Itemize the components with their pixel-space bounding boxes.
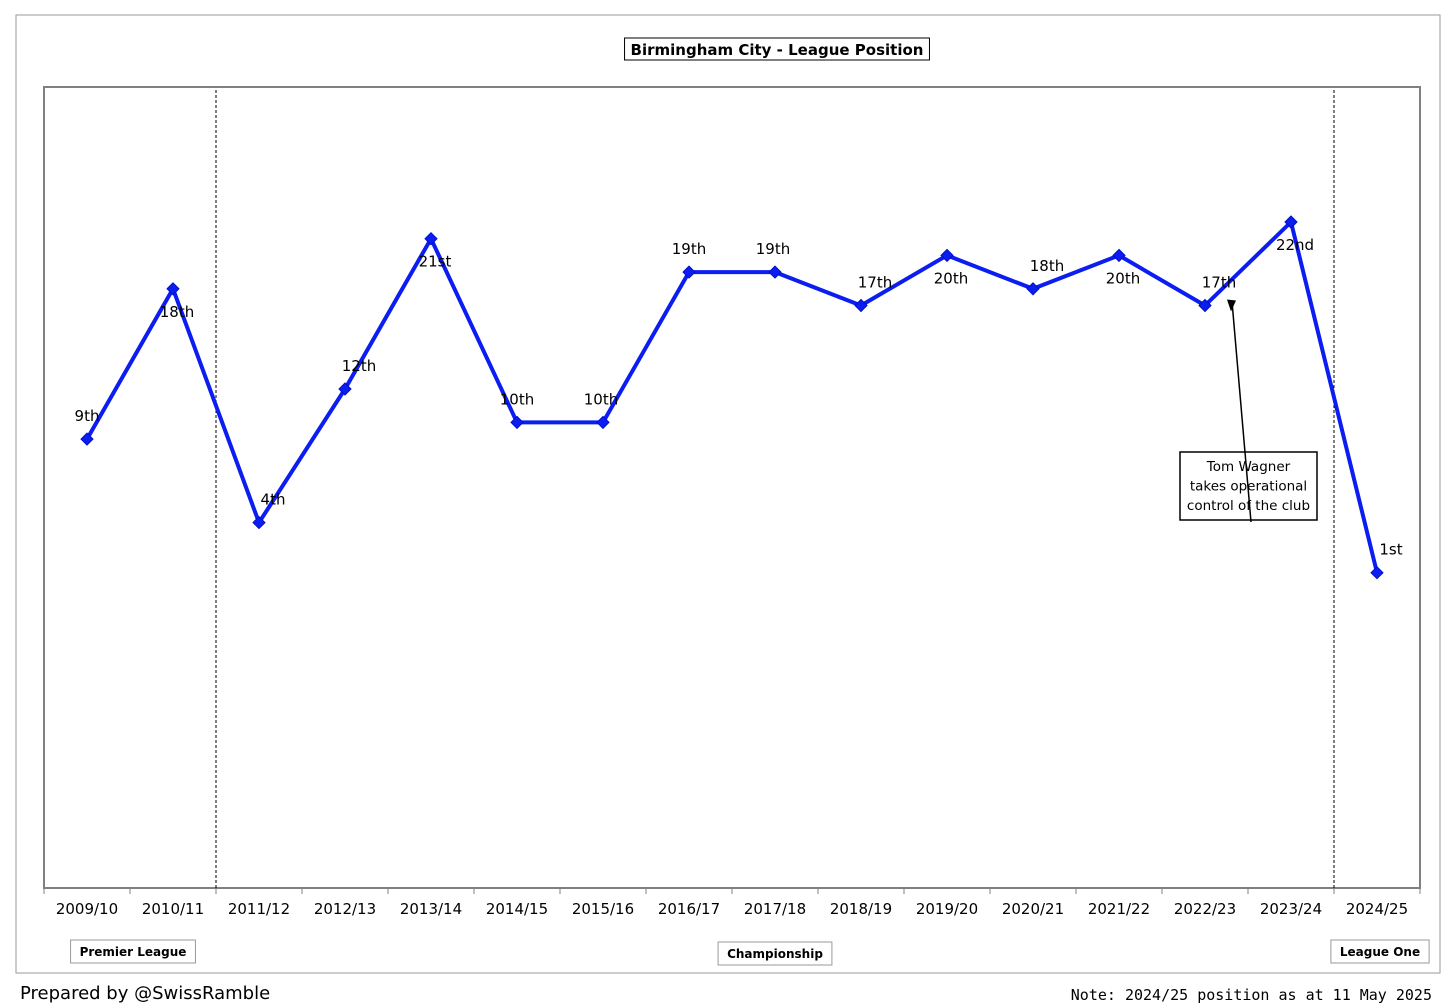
x-tick-label: 2019/20 <box>916 900 978 918</box>
data-point-marker <box>338 382 352 396</box>
data-point-marker <box>596 415 610 430</box>
x-tick-label: 2023/24 <box>1260 900 1322 918</box>
data-label: 12th <box>342 357 376 375</box>
data-label: 17th <box>858 274 892 292</box>
data-point-marker <box>1112 248 1126 263</box>
footer-note: Note: 2024/25 position as at 11 May 2025 <box>1070 986 1432 1004</box>
series-line-path <box>85 220 1379 574</box>
annotation-text-line: Tom Wagner <box>1206 459 1291 475</box>
x-tick-label: 2012/13 <box>314 900 376 918</box>
data-point-marker <box>1284 215 1298 229</box>
x-tick-label: 2021/22 <box>1088 900 1150 918</box>
data-label: 1st <box>1379 541 1402 559</box>
division-label-box <box>717 941 833 966</box>
x-tick-label: 2010/11 <box>142 900 204 918</box>
data-point-marker <box>1198 298 1212 313</box>
data-point-marker <box>940 248 954 263</box>
data-point-marker <box>510 415 524 430</box>
division-label: League One <box>1340 945 1420 959</box>
data-label: 20th <box>934 269 968 287</box>
chart-title-group: Birmingham City - League Position <box>624 37 930 61</box>
data-label: 9th <box>75 407 100 425</box>
series-line <box>80 215 1384 580</box>
data-point-marker <box>252 515 266 530</box>
annotation-arrow-line <box>1231 301 1252 523</box>
data-point-marker <box>424 231 438 246</box>
division-labels: Premier League Championship League One <box>70 939 1430 966</box>
x-tick-label: 2022/23 <box>1174 900 1236 918</box>
division-label: Premier League <box>80 945 187 959</box>
annotation-text-line: control of the club <box>1187 498 1310 514</box>
data-label: 18th <box>160 303 194 321</box>
x-tick-label: 2015/16 <box>572 900 634 918</box>
x-tick-label: 2014/15 <box>486 900 548 918</box>
division-boundaries <box>215 89 1335 888</box>
x-tick-label: 2013/14 <box>400 900 462 918</box>
annotation-arrow-head <box>1227 299 1236 312</box>
division-label-group: League One <box>1330 939 1430 964</box>
data-label: 19th <box>672 240 706 258</box>
division-label-box <box>1330 939 1430 964</box>
data-point-marker <box>768 265 782 279</box>
division-label-box <box>70 939 196 964</box>
division-label-group: Championship <box>717 941 833 966</box>
data-label: 18th <box>1030 257 1064 275</box>
chart-title: Birmingham City - League Position <box>631 41 924 59</box>
data-point-marker <box>854 298 868 313</box>
data-point-marker <box>1026 282 1040 296</box>
data-label: 10th <box>500 390 534 408</box>
data-label: 4th <box>261 491 286 509</box>
x-tick-label: 2017/18 <box>744 900 806 918</box>
footer-credit: Prepared by @SwissRamble <box>20 983 271 1004</box>
x-tick-label: 2009/10 <box>56 900 118 918</box>
data-label: 21st <box>419 253 452 271</box>
data-label: 22nd <box>1276 236 1314 254</box>
data-label: 17th <box>1202 274 1236 292</box>
data-label: 19th <box>756 240 790 258</box>
data-point-marker <box>80 432 94 446</box>
x-tick-label: 2018/19 <box>830 900 892 918</box>
data-point-marker <box>1370 565 1384 580</box>
data-label: 20th <box>1106 269 1140 287</box>
x-tick-label: 2016/17 <box>658 900 720 918</box>
data-point-marker <box>166 282 180 296</box>
data-labels: 9th 18th 4th 12th 21st 10th 10th 19th 19th 17th 20… <box>75 236 1403 559</box>
division-label: Championship <box>727 947 823 961</box>
x-axis: 2009/10 2010/11 2011/12 2012/13 2013/14 2014/… <box>43 888 1421 918</box>
data-label: 10th <box>584 390 618 408</box>
x-tick-label: 2024/25 <box>1346 900 1408 918</box>
x-tick-label: 2020/21 <box>1002 900 1064 918</box>
data-point-marker <box>682 265 696 279</box>
chart-title-box <box>624 37 930 61</box>
division-label-group: Premier League <box>70 939 196 964</box>
x-tick-label: 2011/12 <box>228 900 290 918</box>
